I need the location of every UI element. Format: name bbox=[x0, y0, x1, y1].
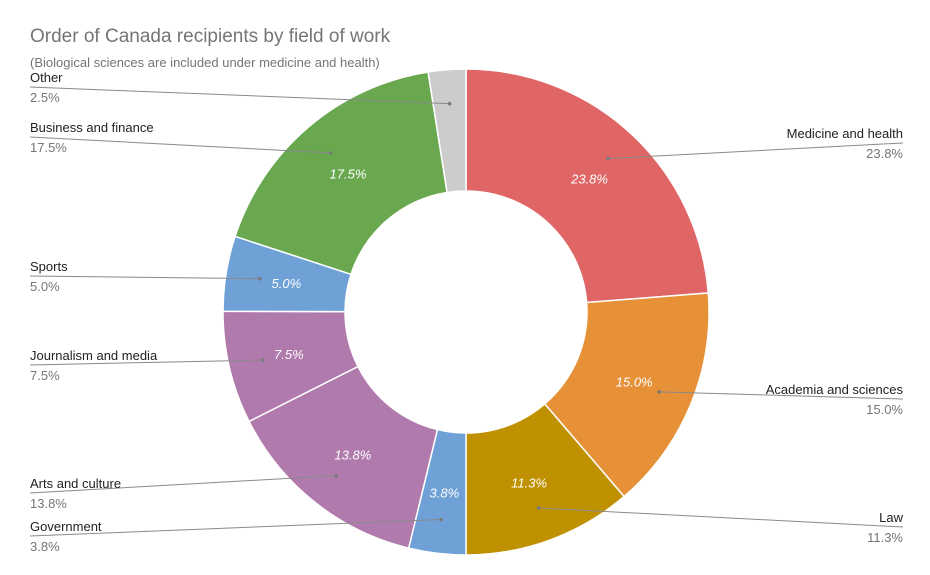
leader-dot-business-and-finance bbox=[328, 151, 333, 155]
label-pct-journalism-and-media: 7.5% bbox=[30, 368, 60, 383]
inner-label-government: 3.8% bbox=[430, 486, 460, 501]
leader-dot-other bbox=[447, 101, 452, 106]
leader-line-business-and-finance bbox=[29, 136, 331, 154]
label-pct-law: 11.3% bbox=[867, 530, 903, 545]
chart-subtitle: (Biological sciences are included under … bbox=[30, 55, 380, 70]
leader-line-arts-and-culture bbox=[29, 475, 337, 494]
leader-dot-law bbox=[536, 506, 541, 510]
inner-labels-group: 23.8% 15.0% 11.3% 3.8% 13.8% 7.5% 5.0% 17.5% bbox=[272, 166, 653, 500]
leader-line-journalism-and-media bbox=[29, 359, 263, 366]
label-name-law: Law bbox=[879, 510, 903, 525]
label-name-other: Other bbox=[30, 70, 63, 85]
label-pct-other: 2.5% bbox=[30, 90, 60, 105]
leader-line-academia-and-sciences bbox=[659, 391, 904, 400]
label-pct-medicine-and-health: 23.8% bbox=[866, 146, 903, 161]
leader-line-other bbox=[29, 86, 450, 105]
leader-line-medicine-and-health bbox=[607, 142, 904, 160]
inner-label-law: 11.3% bbox=[511, 476, 547, 491]
slices-group bbox=[222, 68, 710, 556]
label-pct-government: 3.8% bbox=[30, 539, 60, 554]
label-name-government: Government bbox=[30, 519, 102, 534]
label-name-business-and-finance: Business and finance bbox=[30, 120, 154, 135]
leader-line-government bbox=[29, 518, 442, 537]
leader-dot-medicine-and-health bbox=[606, 156, 610, 161]
label-pct-business-and-finance: 17.5% bbox=[30, 140, 67, 155]
label-name-arts-and-culture: Arts and culture bbox=[30, 476, 121, 491]
inner-label-arts-and-culture: 13.8% bbox=[334, 448, 371, 463]
slice-academia-and-sciences[interactable] bbox=[543, 292, 710, 498]
leader-dot-arts-and-culture bbox=[334, 473, 338, 478]
leader-dot-journalism-and-media bbox=[260, 358, 265, 362]
leader-line-sports bbox=[29, 275, 260, 280]
label-pct-sports: 5.0% bbox=[30, 279, 60, 294]
inner-label-sports: 5.0% bbox=[272, 276, 302, 291]
leader-lines-group bbox=[29, 86, 904, 537]
chart-title: Order of Canada recipients by field of w… bbox=[30, 26, 391, 47]
label-name-journalism-and-media: Journalism and media bbox=[30, 348, 158, 363]
inner-label-business-and-finance: 17.5% bbox=[330, 166, 367, 181]
label-name-medicine-and-health: Medicine and health bbox=[787, 126, 903, 141]
inner-label-medicine-and-health: 23.8% bbox=[570, 171, 608, 186]
outer-labels-group: Medicine and health 23.8% Academia and sci… bbox=[30, 70, 904, 554]
slice-business-and-finance[interactable] bbox=[234, 71, 448, 276]
leader-line-law bbox=[538, 507, 904, 528]
slice-medicine-and-health[interactable] bbox=[465, 68, 710, 304]
label-name-academia-and-sciences: Academia and sciences bbox=[766, 382, 904, 397]
label-pct-arts-and-culture: 13.8% bbox=[30, 496, 67, 511]
label-pct-academia-and-sciences: 15.0% bbox=[866, 402, 903, 417]
leader-dot-sports bbox=[257, 276, 262, 281]
label-name-sports: Sports bbox=[30, 259, 68, 274]
leader-dot-government bbox=[439, 517, 443, 522]
slice-other[interactable] bbox=[427, 68, 467, 194]
inner-label-academia-and-sciences: 15.0% bbox=[616, 375, 653, 390]
inner-label-journalism-and-media: 7.5% bbox=[274, 347, 304, 362]
slice-arts-and-culture[interactable] bbox=[248, 365, 439, 550]
leader-dot-academia-and-sciences bbox=[657, 390, 661, 394]
